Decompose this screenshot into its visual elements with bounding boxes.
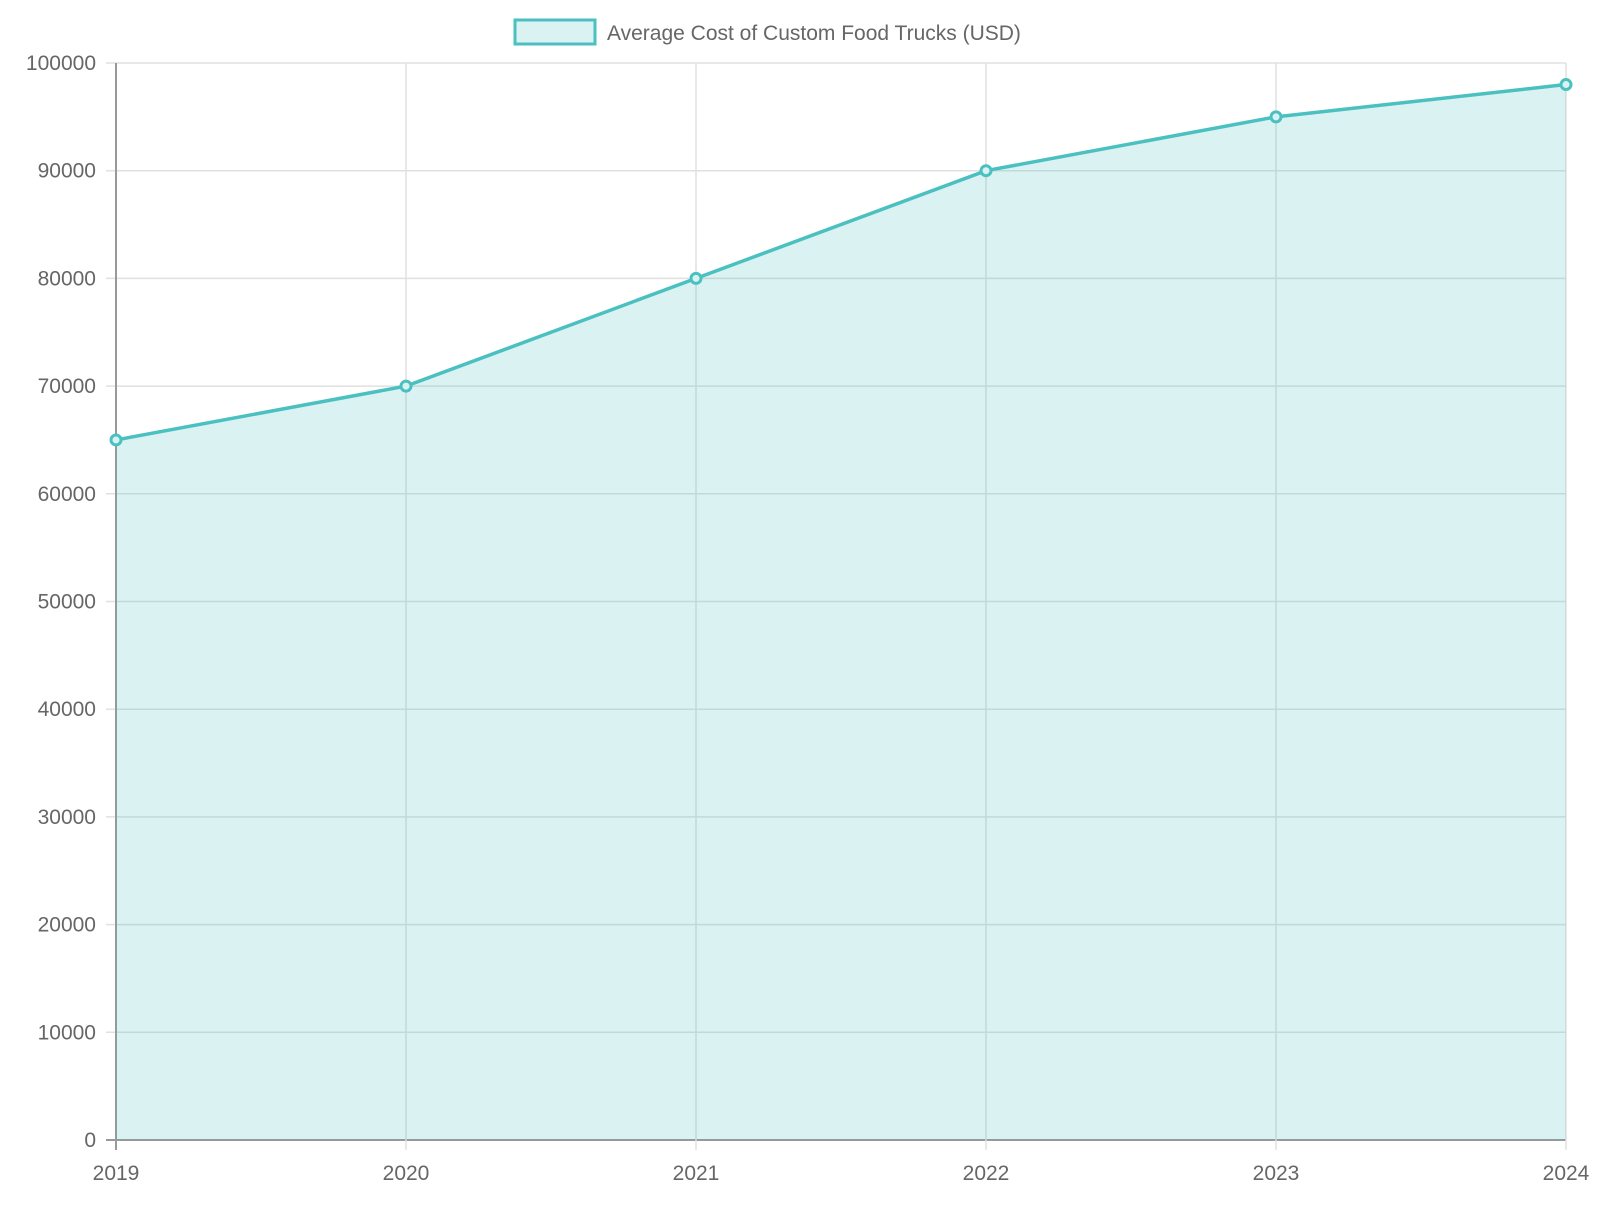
x-tick-label: 2022 bbox=[963, 1162, 1010, 1185]
legend-label: Average Cost of Custom Food Trucks (USD) bbox=[607, 22, 1021, 45]
data-point bbox=[1269, 110, 1283, 124]
x-tick-label: 2019 bbox=[93, 1162, 140, 1185]
y-tick-label: 100000 bbox=[26, 52, 96, 75]
legend-swatch bbox=[513, 18, 597, 46]
data-point bbox=[399, 379, 413, 393]
y-tick-label: 50000 bbox=[38, 591, 96, 614]
y-tick-label: 90000 bbox=[38, 160, 96, 183]
x-tick-label: 2020 bbox=[383, 1162, 430, 1185]
y-tick-label: 80000 bbox=[38, 267, 96, 290]
x-tick-label: 2024 bbox=[1543, 1162, 1590, 1185]
y-tick-label: 40000 bbox=[38, 698, 96, 721]
y-tick-label: 60000 bbox=[38, 483, 96, 506]
legend[interactable]: Average Cost of Custom Food Trucks (USD) bbox=[513, 18, 1021, 46]
area-fill bbox=[116, 84, 1566, 1140]
data-point bbox=[979, 164, 993, 178]
data-point bbox=[1559, 78, 1573, 92]
grid bbox=[106, 62, 1567, 1150]
y-tick-label: 10000 bbox=[38, 1021, 96, 1044]
axes: 0 10000 20000 30000 40000 50000 60000 70000 8000… bbox=[26, 52, 1590, 1185]
y-tick-label: 20000 bbox=[38, 914, 96, 937]
y-tick-label: 30000 bbox=[38, 806, 96, 829]
x-tick-label: 2023 bbox=[1253, 1162, 1300, 1185]
series-line bbox=[115, 82, 1567, 442]
series-area bbox=[109, 78, 1573, 1140]
y-tick-label: 0 bbox=[84, 1129, 96, 1152]
x-tick-label: 2021 bbox=[673, 1162, 720, 1185]
data-point bbox=[689, 271, 703, 285]
y-tick-label: 70000 bbox=[38, 375, 96, 398]
data-point bbox=[109, 433, 123, 447]
